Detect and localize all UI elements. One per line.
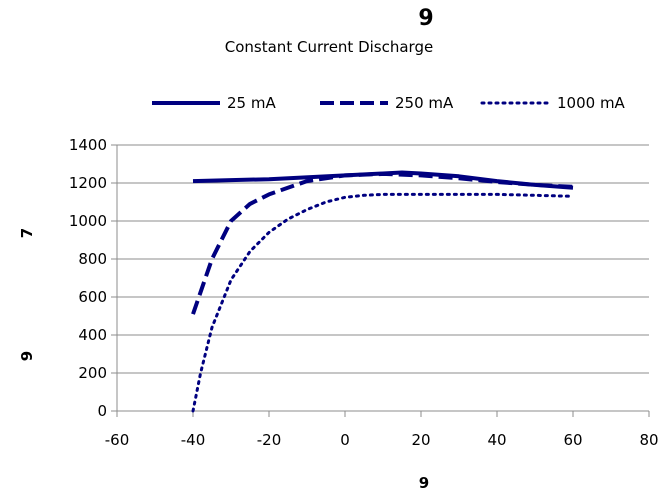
x-axis-title: 9 <box>419 474 429 492</box>
y-tick-label: 200 <box>78 364 107 382</box>
y-tick-label: 1400 <box>69 136 107 154</box>
legend-label: 1000 mA <box>557 94 626 112</box>
chart-legend: 25 mA 250 mA 1000 mA <box>152 94 626 112</box>
y-tick-label: 0 <box>97 402 107 420</box>
x-tick-label: 40 <box>487 431 506 449</box>
y-tick-label: 800 <box>78 250 107 268</box>
y-axis-title-bottom: 9 <box>18 351 36 361</box>
y-tick-label: 600 <box>78 288 107 306</box>
series-line-25-ma <box>192 170 574 190</box>
x-tick-label: 0 <box>340 431 350 449</box>
series-line-250-ma <box>191 171 574 315</box>
legend-label: 25 mA <box>227 94 276 112</box>
x-tick-label: 80 <box>639 431 658 449</box>
y-tick-labels: 0 200 400 600 800 1000 1200 1400 <box>69 136 107 420</box>
series-line-1000-ma <box>191 192 575 413</box>
y-tick-label: 1200 <box>69 174 107 192</box>
x-tick-label: -20 <box>257 431 282 449</box>
y-tick-label: 400 <box>78 326 107 344</box>
chart-subtitle: Constant Current Discharge <box>225 38 433 56</box>
y-tick-label: 1000 <box>69 212 107 230</box>
gridlines <box>111 144 649 412</box>
x-tick-label: 60 <box>563 431 582 449</box>
x-tick-labels: -60 -40 -20 0 20 40 60 80 <box>105 431 659 449</box>
axes <box>116 145 650 417</box>
chart-title: 9 <box>418 6 433 31</box>
x-tick-label: 20 <box>411 431 430 449</box>
legend-label: 250 mA <box>395 94 454 112</box>
x-tick-label: -40 <box>181 431 206 449</box>
y-axis-title-top: 7 <box>18 228 36 238</box>
x-tick-label: -60 <box>105 431 130 449</box>
series-lines <box>191 170 575 413</box>
